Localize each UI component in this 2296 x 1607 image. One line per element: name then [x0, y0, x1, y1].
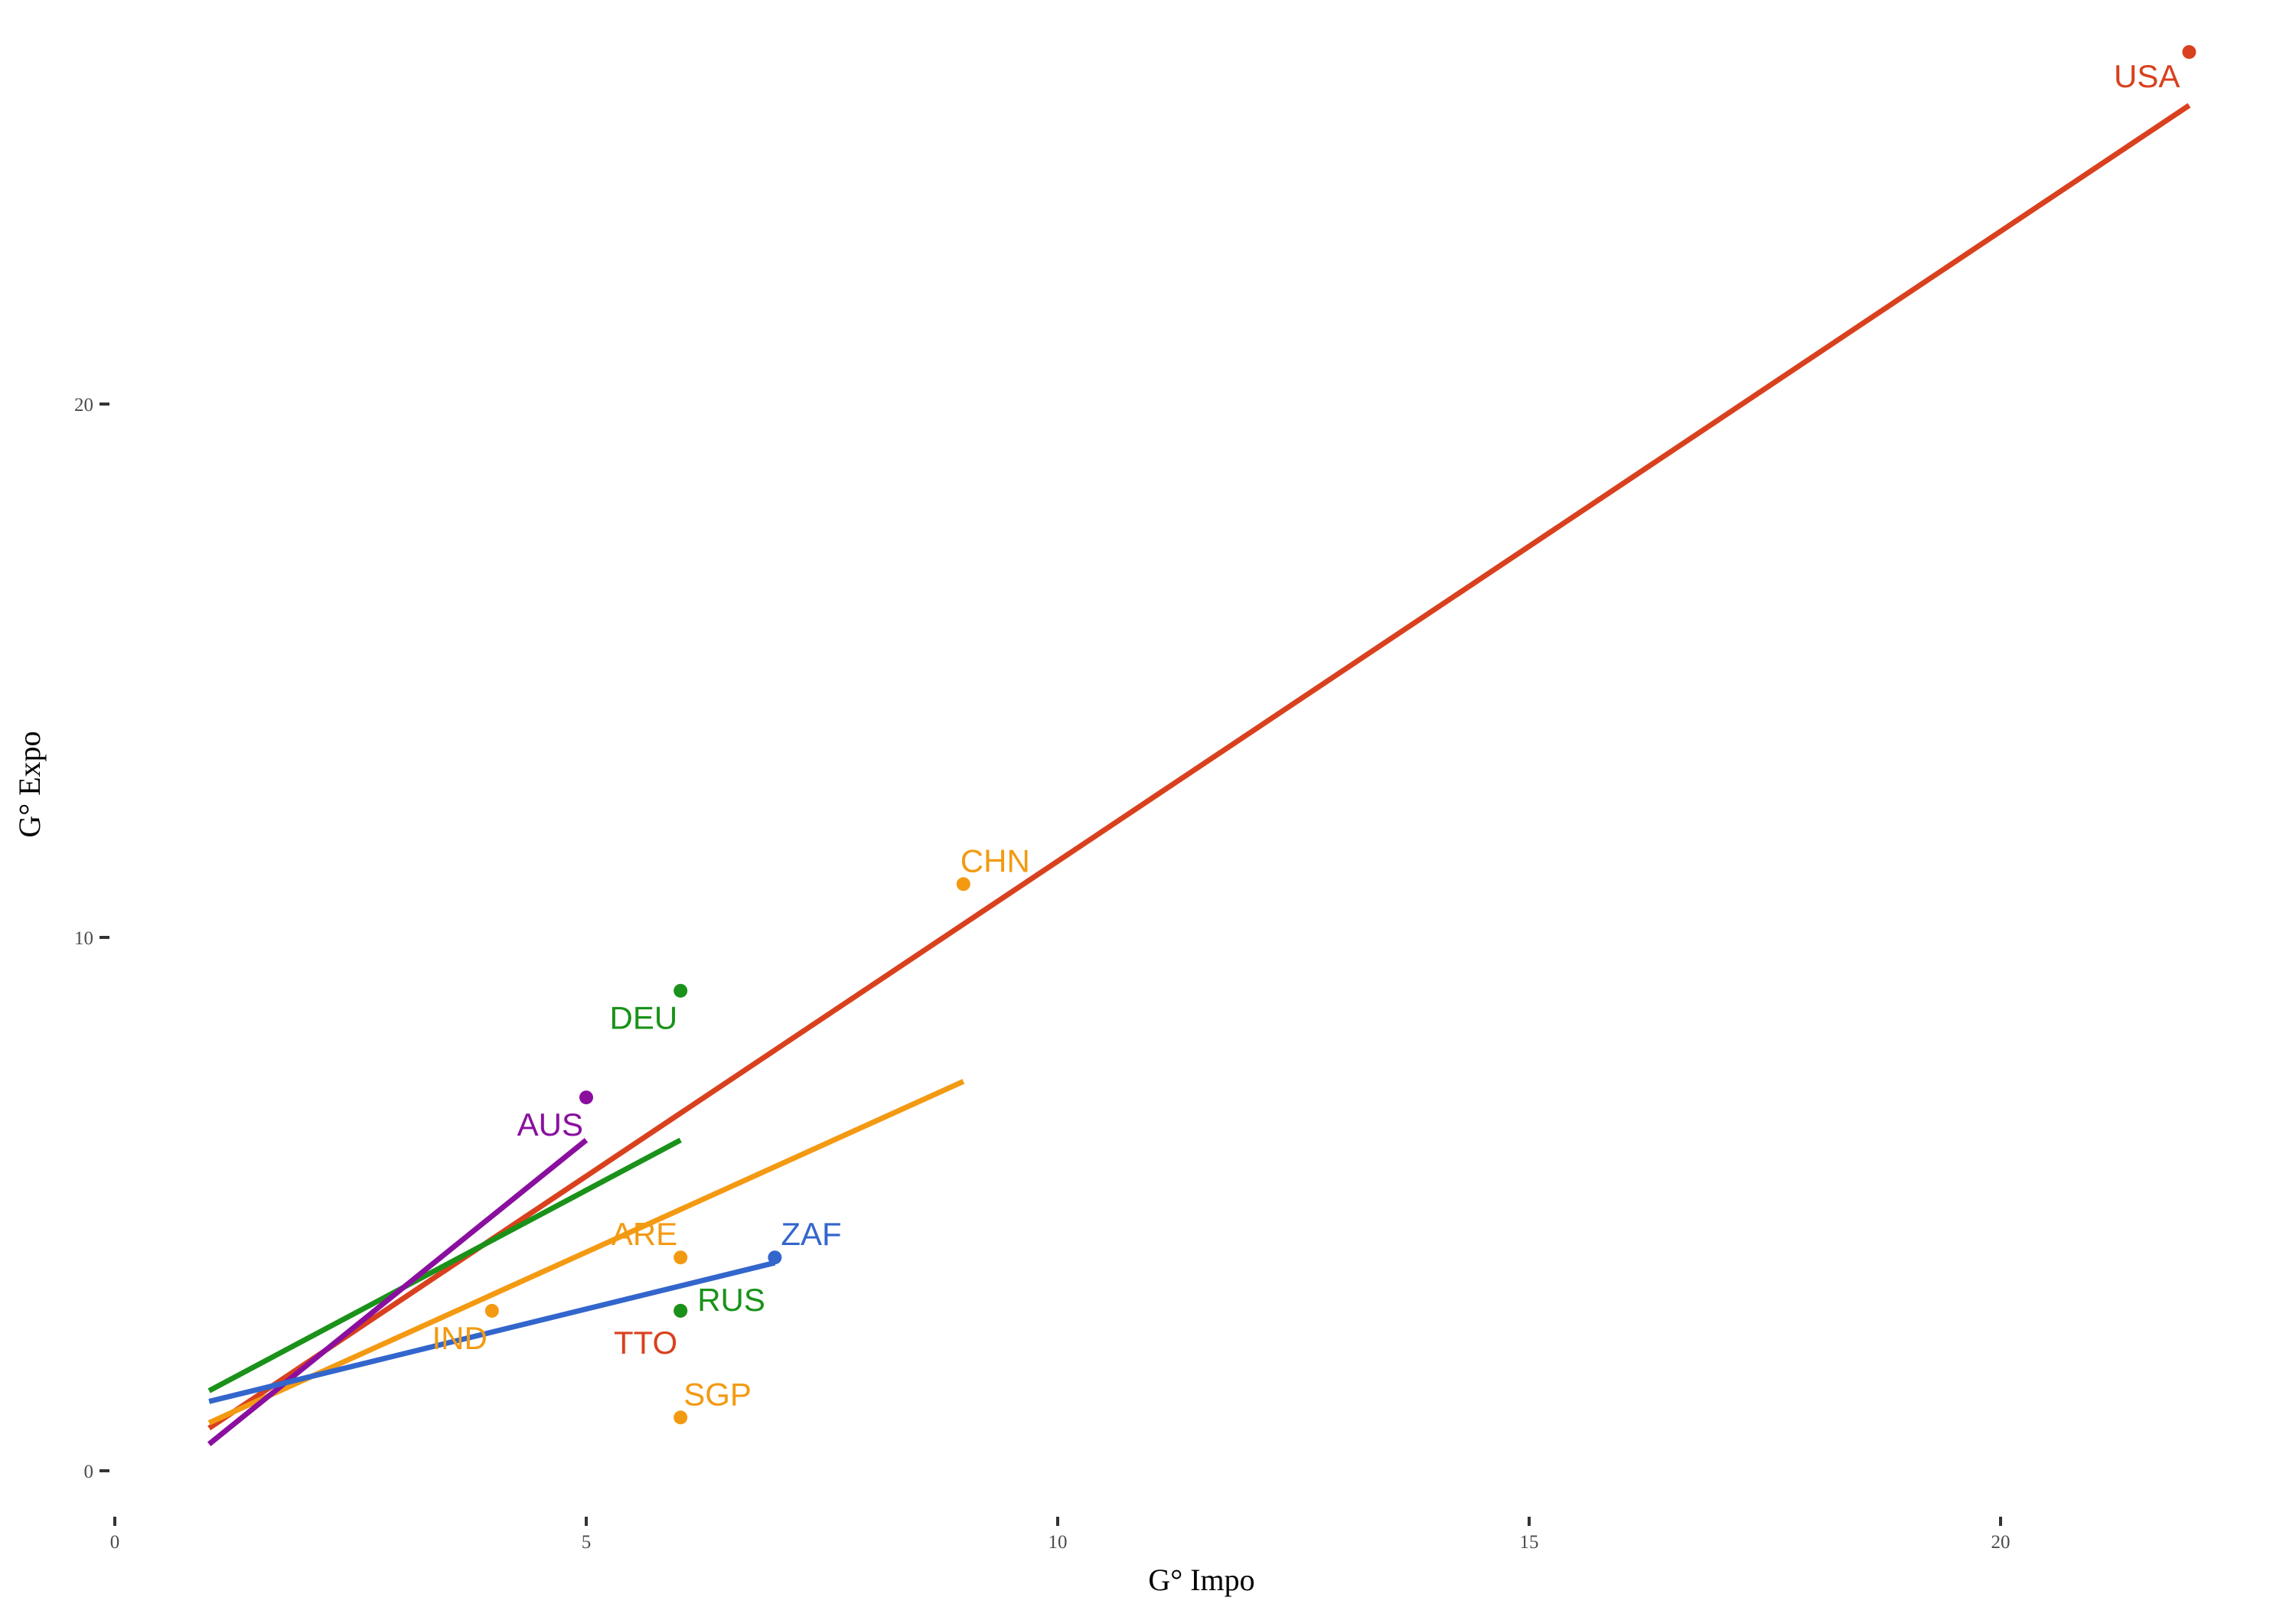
point-label-ind: IND — [432, 1320, 487, 1356]
point-label-zaf: ZAF — [781, 1216, 841, 1252]
y-axis: 0 10 20 — [74, 395, 109, 1482]
point-label-aus: AUS — [517, 1107, 583, 1143]
x-axis-title: G° Impo — [1148, 1563, 1254, 1597]
y-axis-title: G° Expo — [12, 731, 47, 837]
point-label-usa: USA — [2114, 58, 2180, 94]
trend-line-1 — [207, 1079, 965, 1426]
data-point-chn — [956, 877, 970, 892]
point-label-chn: CHN — [960, 843, 1030, 878]
data-point-aus — [579, 1090, 593, 1105]
data-point-ind — [484, 1303, 499, 1318]
data-point-sgp — [673, 1410, 688, 1425]
trend-line-0 — [207, 103, 2191, 1431]
point-label-sgp: SGP — [683, 1376, 752, 1412]
data-point-deu — [673, 983, 688, 998]
x-tick-label-0: 0 — [110, 1532, 120, 1553]
point-label-tto: TTO — [614, 1325, 677, 1361]
trend-lines — [207, 103, 2191, 1446]
point-label-are: ARE — [612, 1216, 677, 1252]
data-point-usa — [2182, 44, 2197, 59]
data-point-zaf — [768, 1250, 782, 1265]
x-tick-label-20: 20 — [1991, 1532, 2011, 1553]
data-point-rus — [673, 1303, 688, 1318]
y-tick-label-0: 0 — [84, 1462, 94, 1482]
x-tick-label-5: 5 — [582, 1532, 592, 1553]
point-label-deu: DEU — [610, 1000, 678, 1036]
trend-line-2 — [207, 1137, 682, 1393]
x-tick-label-10: 10 — [1049, 1532, 1068, 1553]
point-labels: USA TTO CHN ARE IND SGP DEU RUS AUS ZAF — [432, 58, 2180, 1412]
trend-line-4 — [208, 1260, 776, 1404]
point-label-rus: RUS — [697, 1282, 765, 1318]
x-tick-label-15: 15 — [1520, 1532, 1539, 1553]
y-tick-label-10: 10 — [74, 928, 93, 949]
x-axis: 0 5 10 15 20 — [110, 1517, 2011, 1553]
trend-line-3 — [207, 1138, 589, 1446]
data-points — [484, 44, 2197, 1425]
data-point-are — [673, 1250, 688, 1265]
y-tick-label-20: 20 — [74, 395, 93, 416]
